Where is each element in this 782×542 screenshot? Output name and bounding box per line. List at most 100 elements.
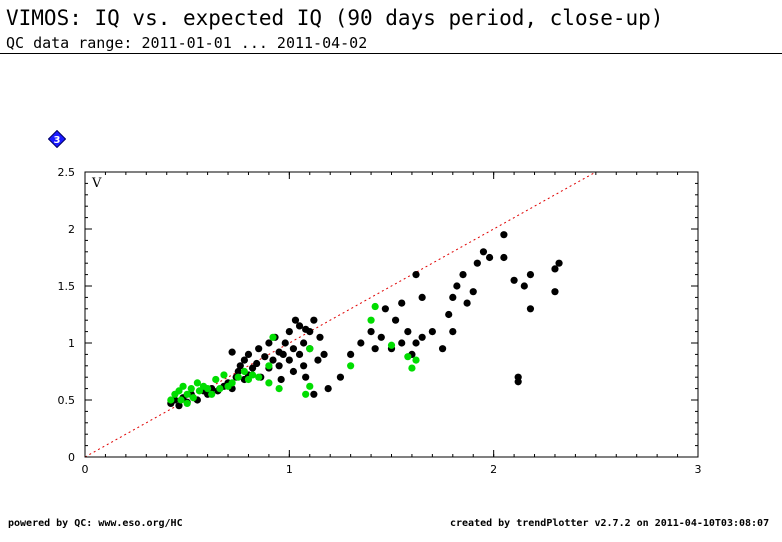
axis-ticks-layer: 0 1 2 3 0 0.5 1 1.5 2 2.5	[58, 166, 702, 476]
data-point-black-75	[459, 271, 467, 279]
data-point-black-18	[240, 356, 248, 364]
data-point-green-31	[367, 316, 375, 324]
data-point-black-87	[526, 271, 535, 279]
data-point-black-47	[310, 316, 318, 324]
data-point-green-35	[408, 364, 416, 372]
data-point-black-83	[510, 276, 518, 284]
data-point-black-82	[500, 231, 508, 239]
data-point-black-78	[473, 259, 481, 267]
data-point-green-3	[177, 396, 185, 404]
data-point-green-15	[216, 385, 224, 393]
data-point-black-66	[412, 271, 420, 279]
data-point-black-32	[279, 350, 287, 358]
data-point-black-89	[551, 265, 559, 273]
data-point-black-81	[500, 253, 508, 262]
chart-title: VIMOS: IQ vs. expected IQ (90 days perio…	[6, 6, 664, 30]
data-point-black-54	[357, 339, 365, 347]
data-point-black-57	[377, 333, 385, 341]
data-point-black-49	[316, 333, 324, 341]
data-point-black-63	[404, 328, 412, 336]
data-point-black-71	[445, 310, 453, 319]
data-point-green-6	[183, 399, 191, 408]
x-tick-label: 0	[82, 463, 89, 476]
data-point-black-92	[228, 348, 236, 356]
data-point-green-26	[275, 385, 283, 393]
x-tick-label: 1	[286, 463, 293, 476]
data-point-black-60	[391, 316, 400, 324]
data-point-black-61	[398, 339, 406, 347]
reference-line-layer	[84, 171, 597, 458]
data-point-black-93	[277, 375, 285, 384]
data-point-black-25	[261, 353, 269, 361]
x-tick-label: 3	[695, 463, 702, 476]
data-point-black-46	[310, 390, 318, 398]
data-point-black-58	[381, 305, 389, 313]
data-point-black-72	[449, 328, 457, 336]
data-point-black-28	[269, 356, 277, 364]
data-point-green-30	[347, 362, 355, 370]
data-point-green-13	[208, 390, 216, 398]
y-tick-label: 1.5	[58, 280, 76, 293]
plot-frame	[84, 171, 699, 458]
data-point-black-53	[347, 350, 355, 358]
data-point-black-22	[253, 359, 261, 368]
data-point-green-32	[371, 302, 379, 311]
data-point-green-0	[167, 396, 175, 404]
y-tick-label: 2	[68, 223, 75, 236]
data-point-green-28	[306, 382, 314, 390]
data-point-black-62	[398, 299, 406, 307]
data-point-green-27	[302, 390, 310, 398]
data-point-green-25	[269, 333, 277, 341]
footer-created-by: created by trendPlotter v2.7.2 on 2011-0…	[450, 518, 770, 529]
data-point-green-7	[187, 385, 195, 393]
data-point-green-36	[412, 356, 420, 364]
data-point-black-33	[281, 339, 289, 347]
data-point-black-50	[320, 350, 328, 358]
data-point-black-27	[265, 339, 273, 347]
header-divider	[0, 53, 782, 54]
data-point-black-40	[295, 322, 304, 330]
y-tick-label: 0	[68, 451, 75, 464]
data-point-green-19	[234, 373, 242, 381]
data-point-black-43	[302, 373, 310, 381]
panel-label: V	[91, 176, 102, 191]
data-point-green-16	[220, 371, 228, 379]
data-point-green-22	[248, 371, 257, 379]
data-point-black-65	[412, 339, 420, 347]
panel-number-badge: 3	[47, 129, 67, 152]
data-point-green-23	[255, 373, 263, 381]
data-point-black-80	[485, 253, 494, 262]
data-point-green-37	[265, 362, 273, 370]
y-tick-label: 2.5	[58, 166, 76, 179]
data-point-black-56	[371, 345, 379, 353]
data-point-black-2	[175, 402, 183, 410]
y-tick-label: 1	[68, 337, 75, 350]
data-point-green-20	[240, 367, 248, 376]
data-point-black-69	[428, 328, 436, 336]
data-point-black-94	[302, 325, 310, 333]
badge-number: 3	[54, 135, 61, 146]
data-point-black-42	[300, 339, 308, 347]
data-point-black-30	[275, 362, 283, 370]
data-point-black-90	[551, 288, 559, 296]
data-point-black-20	[244, 350, 253, 358]
data-point-green-8	[189, 394, 197, 402]
data-point-black-55	[367, 328, 375, 336]
chart-subtitle: QC data range: 2011-01-01 ... 2011-04-02	[6, 34, 368, 52]
data-point-green-12	[204, 385, 212, 393]
data-point-black-74	[453, 282, 461, 290]
data-point-green-5	[183, 390, 191, 398]
data-point-black-51	[324, 385, 332, 393]
data-point-black-91	[555, 259, 563, 267]
data-point-green-33	[387, 341, 396, 349]
data-point-green-18	[228, 379, 236, 387]
data-point-black-86	[520, 282, 528, 290]
data-point-black-35	[285, 328, 293, 336]
data-point-black-67	[418, 333, 426, 341]
data-point-green-24	[265, 379, 273, 387]
data-point-black-85	[514, 378, 522, 386]
data-point-black-79	[479, 248, 488, 256]
data-point-green-9	[193, 379, 201, 387]
data-point-black-77	[469, 288, 477, 296]
